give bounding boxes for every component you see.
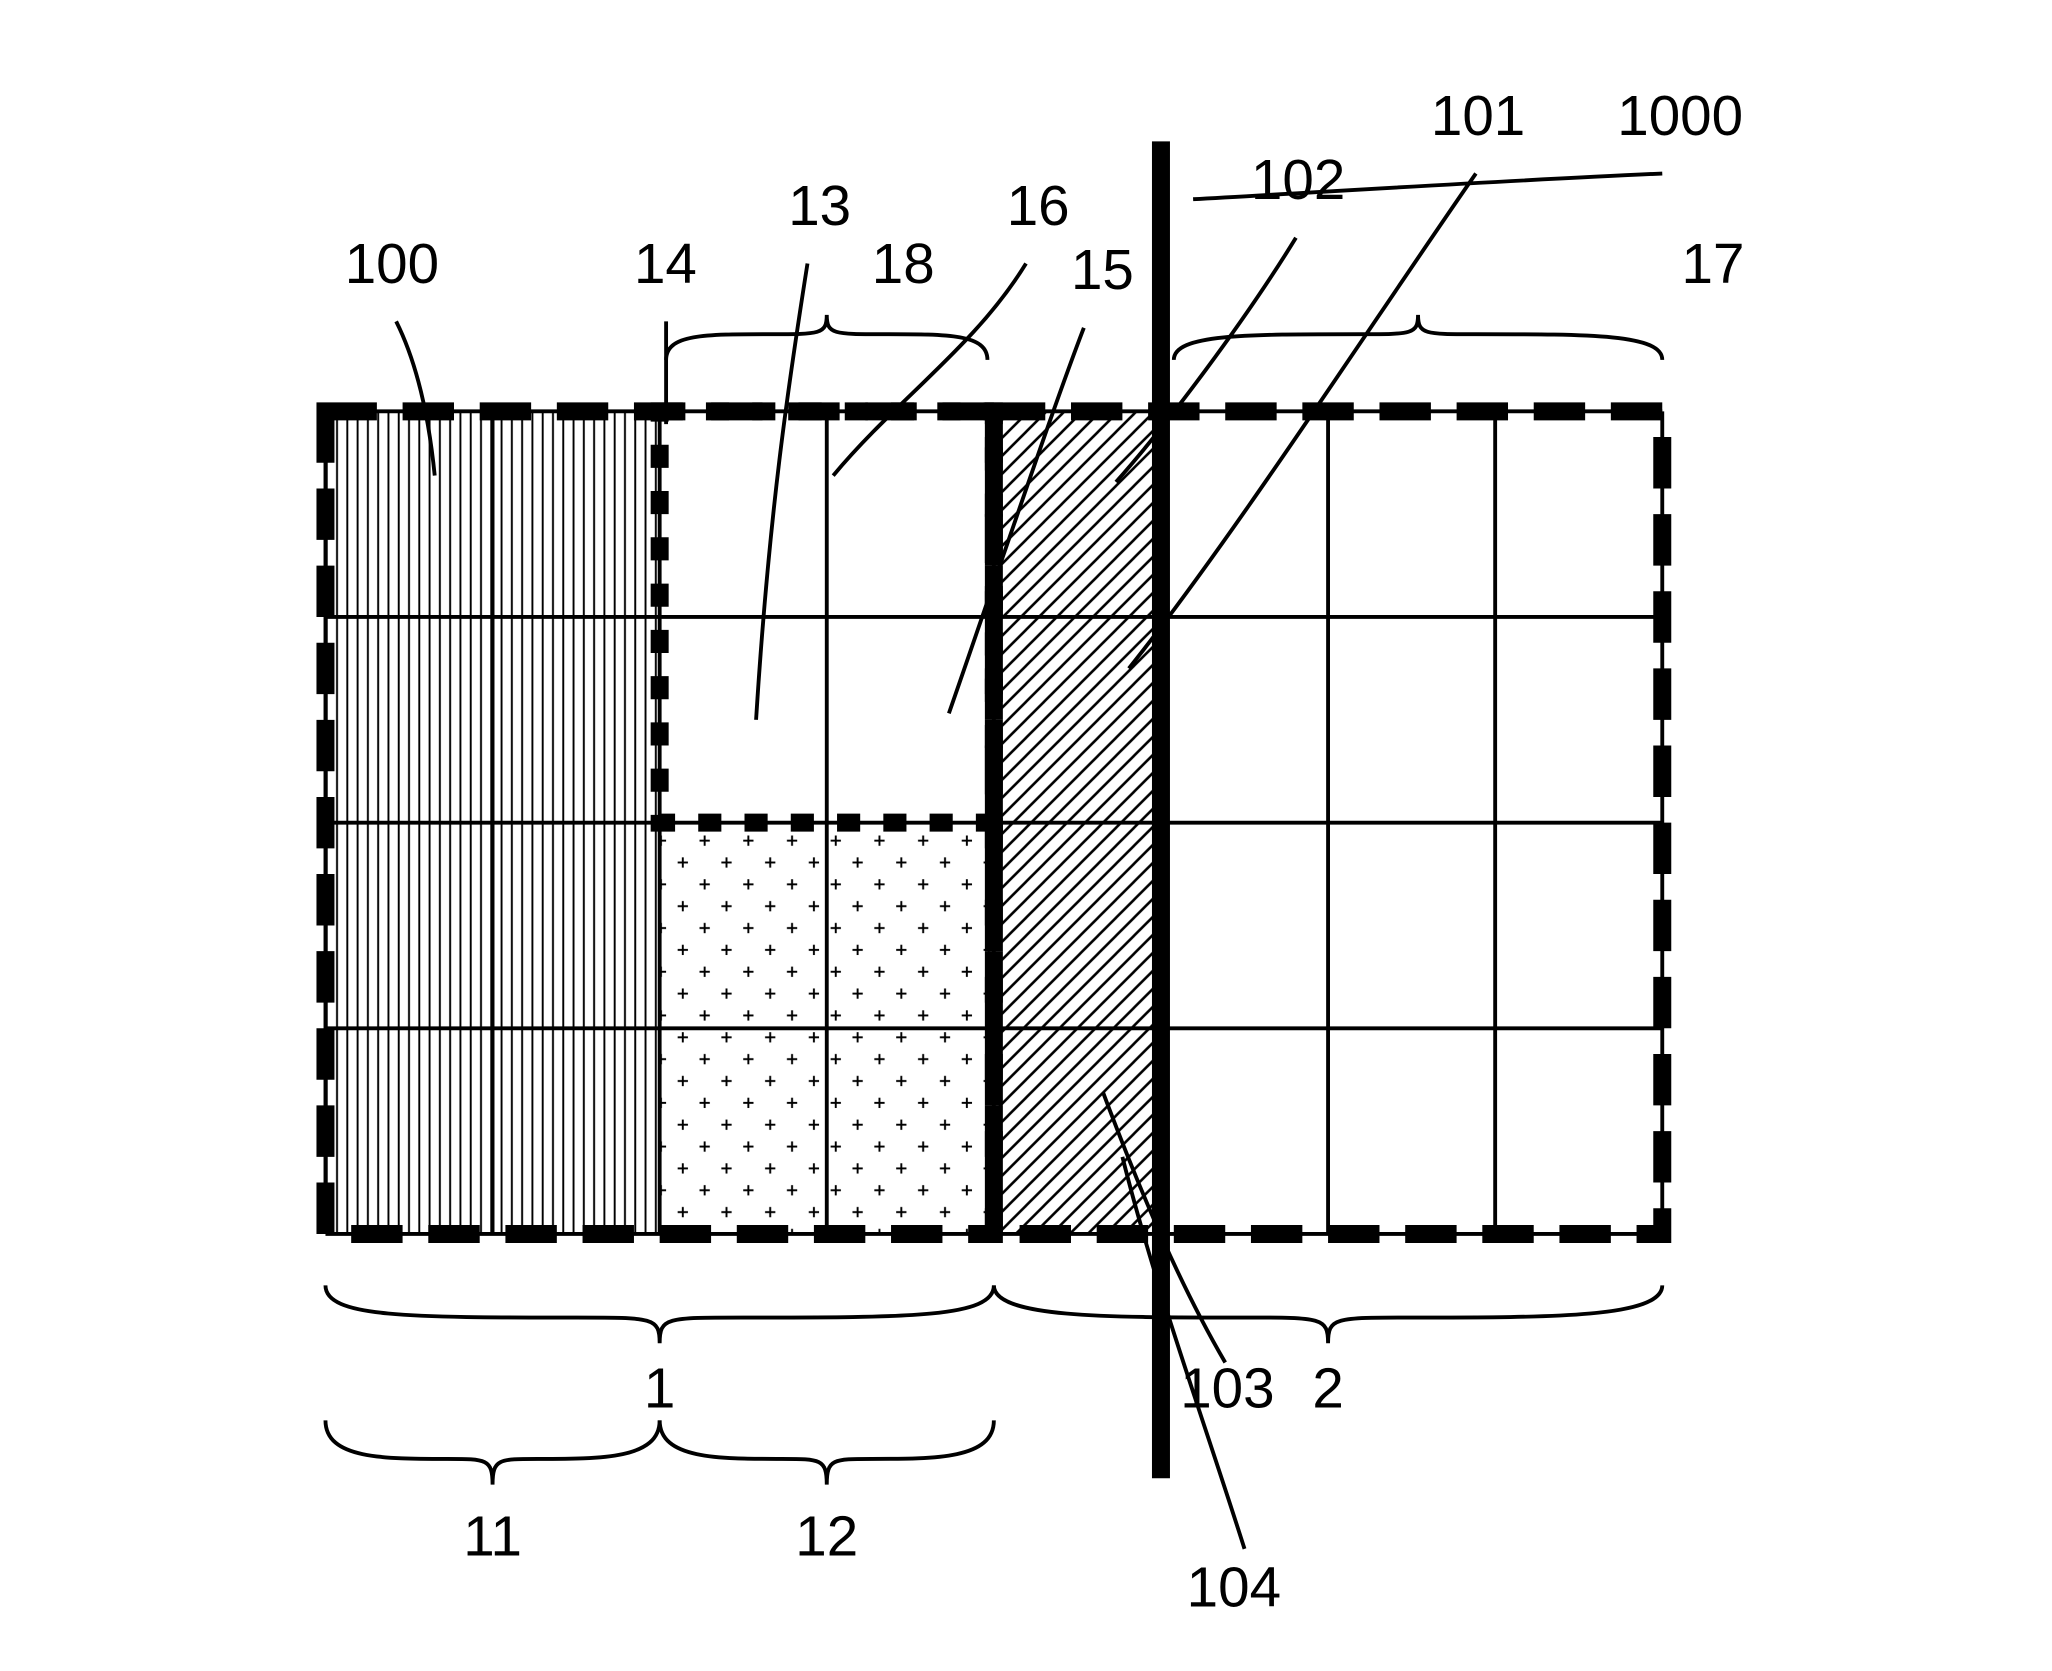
label-2: 2: [1312, 1356, 1343, 1419]
label-1: 1: [644, 1356, 675, 1419]
label-13: 13: [788, 174, 851, 237]
label-102: 102: [1251, 148, 1345, 211]
label-18: 18: [872, 232, 935, 295]
label-104: 104: [1187, 1556, 1281, 1619]
label-16: 16: [1007, 174, 1070, 237]
label-14: 14: [634, 232, 697, 295]
label-101: 101: [1431, 84, 1525, 147]
label-1000: 1000: [1617, 84, 1743, 147]
label-12: 12: [795, 1504, 858, 1567]
label-15: 15: [1071, 238, 1134, 301]
label-103: 103: [1180, 1356, 1274, 1419]
label-100: 100: [345, 232, 439, 295]
label-17: 17: [1682, 232, 1745, 295]
diagram-svg: 100 14 13 18 16 15 102 101 1000 17 1 2 1…: [0, 0, 2052, 1671]
label-11: 11: [463, 1504, 522, 1567]
technical-diagram: 100 14 13 18 16 15 102 101 1000 17 1 2 1…: [0, 0, 2052, 1671]
